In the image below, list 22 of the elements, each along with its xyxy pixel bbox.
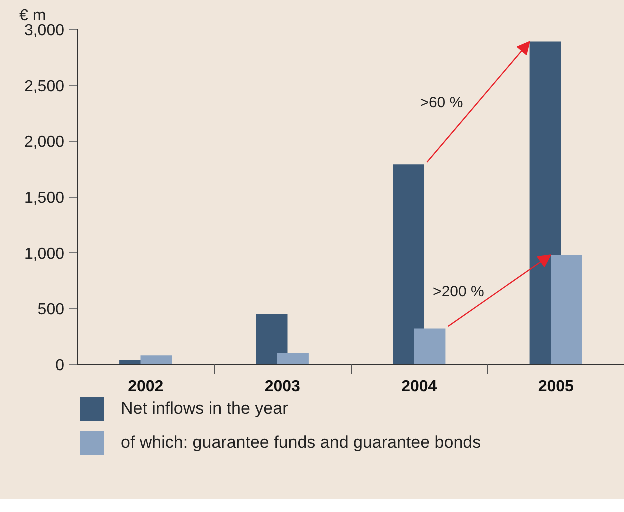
- bar: [256, 314, 288, 364]
- y-axis-title: € m: [20, 8, 46, 24]
- x-tick-label: 2002: [128, 378, 164, 396]
- legend-label: Net inflows in the year: [121, 399, 288, 419]
- y-tick-label: 2,000: [24, 134, 65, 152]
- y-tick-label: 2,500: [24, 78, 65, 96]
- y-tick-label: 0: [56, 358, 65, 374]
- bar: [277, 353, 309, 364]
- bar: [140, 356, 172, 364]
- x-tick-label: 2005: [538, 378, 574, 396]
- x-tick-label: 2003: [264, 378, 301, 396]
- bar: [550, 255, 582, 364]
- bar: [393, 164, 425, 364]
- annotation: >60 %: [420, 94, 464, 112]
- y-tick-label: 500: [38, 302, 65, 319]
- legend-label: of which: guarantee funds and guarantee bonds: [121, 433, 482, 453]
- y-tick-label: 3,000: [24, 22, 65, 40]
- y-tick-label: 1,000: [24, 246, 65, 263]
- annotation: >200 %: [433, 283, 484, 300]
- y-tick-label: 1,500: [24, 190, 65, 207]
- bar: [414, 328, 446, 364]
- x-tick-label: 2004: [402, 378, 438, 396]
